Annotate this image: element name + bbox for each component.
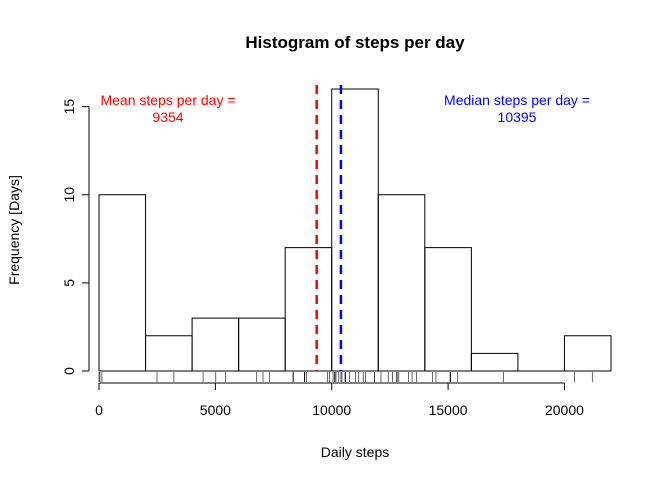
- reference-lines: [315, 85, 343, 371]
- y-tick-label-1: 5: [61, 279, 77, 287]
- histogram-bar-3: [238, 317, 286, 372]
- histogram-bar-8: [470, 352, 519, 372]
- x-axis-label: Daily steps: [321, 444, 389, 460]
- x-tick-label-3: 15000: [429, 402, 468, 418]
- histogram-bar-7: [424, 247, 472, 372]
- x-tick-label-4: 20000: [545, 402, 584, 418]
- x-tick-label-2: 10000: [312, 402, 351, 418]
- histogram-bar-1: [145, 335, 193, 372]
- mean-annotation-line1: Mean steps per day =: [100, 92, 235, 108]
- y-tick-label-3: 15: [61, 99, 77, 115]
- mean-annotation-line2: 9354: [152, 109, 183, 125]
- x-axis: 0 5000 10000 15000 20000: [95, 382, 584, 418]
- histogram-bar-2: [191, 317, 240, 372]
- histogram-bar-10: [563, 335, 612, 372]
- histogram-bar-4: [284, 247, 333, 372]
- median-annotation-line2: 10395: [498, 109, 537, 125]
- y-tick-label-2: 10: [61, 187, 77, 203]
- rug-marks: [98, 372, 593, 382]
- y-tick-label-0: 0: [61, 367, 77, 375]
- x-tick-label-1: 5000: [200, 402, 231, 418]
- y-axis: 0 5 10 15: [61, 99, 90, 375]
- y-axis-label: Frequency [Days]: [6, 175, 22, 285]
- histogram-bar-6: [377, 194, 426, 372]
- median-annotation-line1: Median steps per day =: [444, 92, 590, 108]
- histogram-bar-5: [331, 88, 379, 372]
- histogram-bars: [98, 88, 612, 372]
- chart-title: Histogram of steps per day: [245, 33, 465, 52]
- histogram-bar-0: [98, 194, 147, 372]
- x-tick-label-0: 0: [95, 402, 103, 418]
